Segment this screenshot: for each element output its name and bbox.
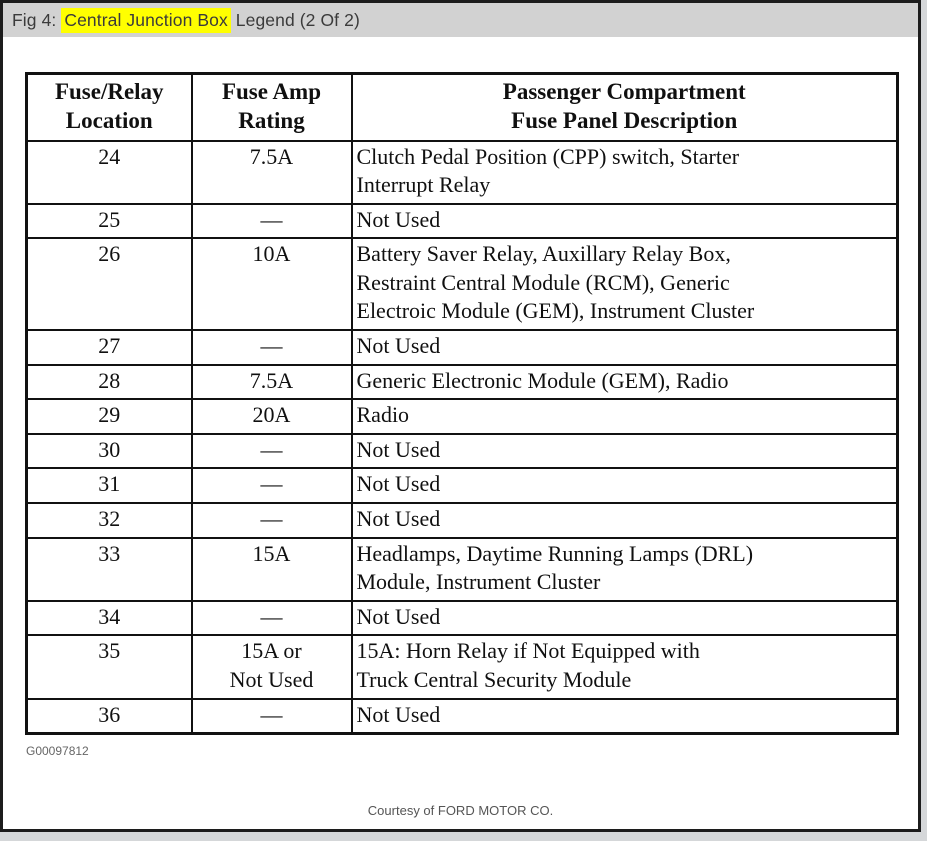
fuse-location: 33	[25, 536, 193, 602]
fuse-location: 35	[25, 634, 193, 700]
figure-caption-suffix: Legend (2 Of 2)	[230, 9, 360, 30]
fuse-rating: —	[190, 329, 353, 366]
credit-line: Courtesy of FORD MOTOR CO.	[367, 803, 554, 818]
fuse-description: 15A: Horn Relay if Not Equipped with Tru…	[350, 634, 899, 700]
column-header-fuse-relay-location: Fuse/Relay Location	[25, 72, 193, 142]
fuse-location: 27	[25, 329, 193, 366]
fuse-location: 36	[25, 697, 193, 735]
table-row: 33 15A Headlamps, Daytime Running Lamps …	[25, 536, 899, 602]
fuse-description: Not Used	[350, 202, 899, 240]
table-row: 36 — Not Used	[25, 697, 899, 735]
fuse-description: Not Used	[350, 599, 899, 637]
table-row: 32 — Not Used	[25, 502, 899, 539]
fuse-description: Not Used	[350, 697, 899, 735]
fuse-rating: 20A	[190, 398, 353, 435]
fuse-location: 32	[25, 502, 193, 539]
fuse-rating: 15A	[190, 536, 353, 602]
fuse-description: Generic Electronic Module (GEM), Radio	[350, 363, 899, 401]
table-row: 26 10A Battery Saver Relay, Auxillary Re…	[25, 237, 899, 332]
fuse-description: Not Used	[350, 467, 899, 505]
figure-code: G00097812	[26, 744, 89, 759]
table-row: 24 7.5A Clutch Pedal Position (CPP) swit…	[25, 139, 899, 205]
fuse-location: 28	[25, 363, 193, 401]
fuse-location: 34	[25, 599, 193, 637]
fuse-description: Headlamps, Daytime Running Lamps (DRL) M…	[350, 536, 899, 602]
column-header-description: Passenger Compartment Fuse Panel Descrip…	[350, 72, 899, 142]
fuse-location: 30	[25, 432, 193, 470]
table-row: 28 7.5A Generic Electronic Module (GEM),…	[25, 363, 899, 401]
table-row: 27 — Not Used	[25, 329, 899, 366]
fuse-rating: —	[190, 432, 353, 470]
fuse-rating: —	[190, 202, 353, 240]
fuse-location: 29	[25, 398, 193, 435]
table-row: 35 15A or Not Used 15A: Horn Relay if No…	[25, 634, 899, 700]
fuse-rating: —	[190, 599, 353, 637]
column-header-fuse-amp-rating: Fuse Amp Rating	[190, 72, 353, 142]
fuse-description: Clutch Pedal Position (CPP) switch, Star…	[350, 139, 899, 205]
fuse-rating: 10A	[190, 237, 353, 332]
fuse-rating: 7.5A	[190, 363, 353, 401]
fuse-rating: —	[190, 467, 353, 505]
fuse-location: 25	[25, 202, 193, 240]
fuse-location: 24	[25, 139, 193, 205]
table-row: 34 — Not Used	[25, 599, 899, 637]
fuse-description: Battery Saver Relay, Auxillary Relay Box…	[350, 237, 899, 332]
table-row: 29 20A Radio	[25, 398, 899, 435]
table-row: 25 — Not Used	[25, 202, 899, 240]
fuse-rating: —	[190, 697, 353, 735]
figure-caption-highlight: Central Junction Box	[61, 7, 231, 33]
fuse-description: Not Used	[350, 432, 899, 470]
table-row: 31 — Not Used	[25, 467, 899, 505]
fuse-rating: 7.5A	[190, 139, 353, 205]
fuse-legend-table: Fuse/Relay Location Fuse Amp Rating Pass…	[25, 72, 899, 736]
fuse-location: 26	[25, 237, 193, 332]
table-row: 30 — Not Used	[25, 432, 899, 470]
fuse-description: Radio	[350, 398, 899, 435]
figure-caption-bar: Fig 4: Central Junction Box Legend (2 Of…	[3, 3, 918, 37]
fuse-rating: —	[190, 502, 353, 539]
fuse-rating: 15A or Not Used	[190, 634, 353, 700]
figure-caption-prefix: Fig 4:	[12, 9, 62, 30]
fuse-description: Not Used	[350, 329, 899, 366]
table-header-row: Fuse/Relay Location Fuse Amp Rating Pass…	[25, 72, 899, 142]
fuse-location: 31	[25, 467, 193, 505]
fuse-description: Not Used	[350, 502, 899, 539]
